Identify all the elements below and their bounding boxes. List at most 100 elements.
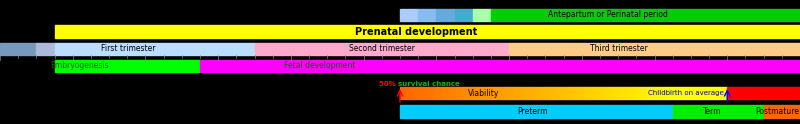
Bar: [489, 87, 492, 99]
Bar: [656, 87, 659, 99]
Bar: [591, 87, 594, 99]
Bar: [608, 87, 611, 99]
Text: 50%: 50%: [379, 81, 398, 87]
Bar: [584, 87, 587, 99]
Bar: [417, 87, 421, 99]
Bar: [54, 25, 800, 38]
Bar: [448, 87, 451, 99]
Bar: [54, 60, 200, 72]
Bar: [516, 87, 519, 99]
Bar: [491, 9, 800, 21]
Bar: [587, 87, 591, 99]
Bar: [550, 87, 554, 99]
Bar: [629, 87, 632, 99]
Bar: [540, 87, 543, 99]
Bar: [410, 87, 414, 99]
Bar: [454, 87, 458, 99]
Bar: [543, 87, 546, 99]
Bar: [499, 87, 502, 99]
Bar: [509, 87, 513, 99]
Bar: [601, 87, 605, 99]
Bar: [581, 87, 584, 99]
Text: Third trimester: Third trimester: [590, 45, 647, 53]
Bar: [475, 87, 478, 99]
Text: Antepartum or Perinatal period: Antepartum or Perinatal period: [548, 10, 668, 19]
Text: Second trimester: Second trimester: [349, 45, 414, 53]
Bar: [254, 43, 509, 55]
Bar: [478, 87, 482, 99]
Text: Childbirth on average: Childbirth on average: [648, 90, 723, 96]
Bar: [598, 87, 601, 99]
Text: Embryogenesis: Embryogenesis: [50, 61, 110, 70]
Bar: [659, 87, 662, 99]
Bar: [554, 87, 557, 99]
Bar: [471, 87, 475, 99]
Text: Postmature: Postmature: [756, 107, 800, 116]
Bar: [414, 87, 417, 99]
Bar: [444, 87, 448, 99]
Bar: [519, 87, 522, 99]
Bar: [502, 87, 506, 99]
Bar: [670, 87, 673, 99]
Bar: [468, 87, 471, 99]
Bar: [567, 87, 570, 99]
Bar: [522, 87, 526, 99]
Bar: [611, 87, 614, 99]
Text: Preterm: Preterm: [517, 107, 547, 116]
Bar: [662, 87, 666, 99]
Bar: [438, 87, 441, 99]
Bar: [642, 87, 646, 99]
Bar: [418, 9, 436, 21]
Bar: [625, 87, 629, 99]
Bar: [430, 87, 434, 99]
Bar: [421, 87, 424, 99]
Bar: [764, 105, 800, 118]
Bar: [506, 87, 509, 99]
Text: survival chance: survival chance: [398, 81, 460, 87]
Bar: [400, 105, 673, 118]
Bar: [649, 87, 652, 99]
Bar: [594, 87, 598, 99]
Bar: [436, 9, 454, 21]
Bar: [546, 87, 550, 99]
Bar: [424, 87, 427, 99]
Bar: [673, 105, 764, 118]
Bar: [451, 87, 454, 99]
Bar: [564, 87, 567, 99]
Bar: [632, 87, 635, 99]
Bar: [407, 87, 410, 99]
Bar: [509, 43, 800, 55]
Bar: [400, 9, 418, 21]
Bar: [618, 87, 622, 99]
Bar: [570, 87, 574, 99]
Bar: [673, 87, 727, 99]
Bar: [526, 87, 530, 99]
Bar: [560, 87, 564, 99]
Text: First trimester: First trimester: [101, 45, 155, 53]
Bar: [652, 87, 656, 99]
Bar: [530, 87, 533, 99]
Bar: [482, 87, 486, 99]
Bar: [513, 87, 516, 99]
Bar: [454, 9, 473, 21]
Bar: [646, 87, 649, 99]
Bar: [492, 87, 495, 99]
Bar: [574, 87, 578, 99]
Bar: [536, 87, 540, 99]
Bar: [635, 87, 638, 99]
Bar: [638, 87, 642, 99]
Bar: [666, 87, 670, 99]
Bar: [622, 87, 625, 99]
Bar: [400, 87, 403, 99]
Bar: [54, 43, 254, 55]
Bar: [486, 87, 489, 99]
Text: Viability: Viability: [468, 89, 500, 97]
Text: Prenatal development: Prenatal development: [355, 27, 477, 37]
Bar: [441, 87, 444, 99]
Text: Fetal development: Fetal development: [284, 61, 356, 70]
Bar: [200, 60, 800, 72]
Bar: [434, 87, 438, 99]
Bar: [557, 87, 560, 99]
Bar: [458, 87, 462, 99]
Bar: [727, 87, 800, 99]
